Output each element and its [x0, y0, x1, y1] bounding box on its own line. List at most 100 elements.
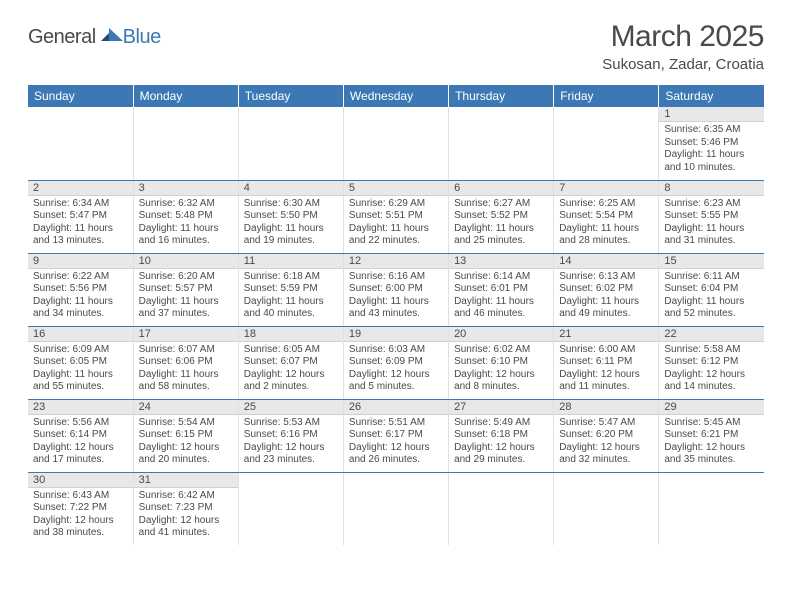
day-line: Sunset: 7:23 PM — [139, 502, 233, 515]
day-line: Daylight: 11 hours — [454, 296, 548, 309]
day-line: Sunrise: 6:32 AM — [139, 198, 233, 211]
calendar-day-cell: 3Sunrise: 6:32 AMSunset: 5:48 PMDaylight… — [133, 180, 238, 253]
day-line: Sunrise: 6:30 AM — [244, 198, 338, 211]
day-number: 28 — [554, 400, 658, 415]
title-block: March 2025 Sukosan, Zadar, Croatia — [602, 20, 764, 73]
calendar-table: SundayMondayTuesdayWednesdayThursdayFrid… — [28, 85, 764, 545]
calendar-day-cell: 31Sunrise: 6:42 AMSunset: 7:23 PMDayligh… — [133, 472, 238, 545]
day-line: Daylight: 12 hours — [33, 442, 128, 455]
day-body: Sunrise: 6:14 AMSunset: 6:01 PMDaylight:… — [449, 269, 553, 324]
weekday-header: Friday — [554, 85, 659, 107]
calendar-day-cell — [238, 107, 343, 180]
day-body: Sunrise: 6:03 AMSunset: 6:09 PMDaylight:… — [344, 342, 448, 397]
day-line: Sunrise: 6:34 AM — [33, 198, 128, 211]
day-line: Sunset: 5:57 PM — [139, 283, 233, 296]
day-line: Sunset: 5:52 PM — [454, 210, 548, 223]
calendar-day-cell: 29Sunrise: 5:45 AMSunset: 6:21 PMDayligh… — [659, 399, 764, 472]
day-line: Daylight: 11 hours — [244, 223, 338, 236]
day-number: 1 — [659, 107, 764, 122]
logo-mark-icon — [101, 25, 123, 46]
day-line: Daylight: 11 hours — [349, 223, 443, 236]
day-line: Sunset: 6:20 PM — [559, 429, 653, 442]
day-line: Daylight: 12 hours — [664, 369, 759, 382]
day-line: Sunrise: 5:45 AM — [664, 417, 759, 430]
day-line: Sunrise: 6:43 AM — [33, 490, 128, 503]
day-line: Sunrise: 5:51 AM — [349, 417, 443, 430]
day-line: Daylight: 11 hours — [349, 296, 443, 309]
calendar-day-cell: 26Sunrise: 5:51 AMSunset: 6:17 PMDayligh… — [343, 399, 448, 472]
day-line: Sunrise: 6:00 AM — [559, 344, 653, 357]
calendar-week-row: 16Sunrise: 6:09 AMSunset: 6:05 PMDayligh… — [28, 326, 764, 399]
day-line: Sunset: 6:05 PM — [33, 356, 128, 369]
day-body: Sunrise: 6:09 AMSunset: 6:05 PMDaylight:… — [28, 342, 133, 397]
day-line: Daylight: 12 hours — [559, 442, 653, 455]
day-line: and 16 minutes. — [139, 235, 233, 248]
day-line: Sunrise: 6:07 AM — [139, 344, 233, 357]
day-line: Sunrise: 6:03 AM — [349, 344, 443, 357]
day-line: Sunset: 6:04 PM — [664, 283, 759, 296]
calendar-day-cell — [238, 472, 343, 545]
day-line: Daylight: 11 hours — [139, 369, 233, 382]
day-line: Sunset: 5:59 PM — [244, 283, 338, 296]
day-line: Daylight: 11 hours — [559, 223, 653, 236]
day-line: and 19 minutes. — [244, 235, 338, 248]
day-line: Daylight: 12 hours — [33, 515, 128, 528]
day-line: Daylight: 11 hours — [664, 223, 759, 236]
calendar-day-cell: 30Sunrise: 6:43 AMSunset: 7:22 PMDayligh… — [28, 472, 133, 545]
day-line: Sunset: 5:47 PM — [33, 210, 128, 223]
day-number: 29 — [659, 400, 764, 415]
day-body: Sunrise: 6:20 AMSunset: 5:57 PMDaylight:… — [134, 269, 238, 324]
day-number: 20 — [449, 327, 553, 342]
day-line: Daylight: 11 hours — [559, 296, 653, 309]
day-line: Sunset: 6:07 PM — [244, 356, 338, 369]
day-number: 18 — [239, 327, 343, 342]
day-number: 7 — [554, 181, 658, 196]
day-line: Sunset: 6:01 PM — [454, 283, 548, 296]
day-body: Sunrise: 6:02 AMSunset: 6:10 PMDaylight:… — [449, 342, 553, 397]
day-line: Sunrise: 6:14 AM — [454, 271, 548, 284]
day-body: Sunrise: 6:11 AMSunset: 6:04 PMDaylight:… — [659, 269, 764, 324]
day-line: Daylight: 11 hours — [33, 369, 128, 382]
day-line: Sunset: 6:17 PM — [349, 429, 443, 442]
day-number: 14 — [554, 254, 658, 269]
day-line: Sunset: 6:10 PM — [454, 356, 548, 369]
day-line: and 46 minutes. — [454, 308, 548, 321]
day-line: Sunrise: 6:16 AM — [349, 271, 443, 284]
day-line: and 52 minutes. — [664, 308, 759, 321]
day-body: Sunrise: 6:32 AMSunset: 5:48 PMDaylight:… — [134, 196, 238, 251]
day-line: Daylight: 11 hours — [139, 296, 233, 309]
calendar-day-cell: 19Sunrise: 6:03 AMSunset: 6:09 PMDayligh… — [343, 326, 448, 399]
day-line: and 2 minutes. — [244, 381, 338, 394]
day-line: Sunrise: 6:35 AM — [664, 124, 759, 137]
day-line: and 23 minutes. — [244, 454, 338, 467]
day-number: 6 — [449, 181, 553, 196]
day-line: Daylight: 12 hours — [244, 369, 338, 382]
calendar-day-cell: 17Sunrise: 6:07 AMSunset: 6:06 PMDayligh… — [133, 326, 238, 399]
day-line: Sunset: 6:14 PM — [33, 429, 128, 442]
day-number: 23 — [28, 400, 133, 415]
day-line: Sunset: 6:00 PM — [349, 283, 443, 296]
day-body: Sunrise: 6:07 AMSunset: 6:06 PMDaylight:… — [134, 342, 238, 397]
day-body: Sunrise: 5:45 AMSunset: 6:21 PMDaylight:… — [659, 415, 764, 470]
day-line: and 32 minutes. — [559, 454, 653, 467]
day-line: and 43 minutes. — [349, 308, 443, 321]
day-line: Sunset: 5:51 PM — [349, 210, 443, 223]
page-header: General Blue March 2025 Sukosan, Zadar, … — [28, 20, 764, 73]
day-line: Daylight: 12 hours — [139, 442, 233, 455]
day-line: and 34 minutes. — [33, 308, 128, 321]
day-line: and 26 minutes. — [349, 454, 443, 467]
day-line: and 35 minutes. — [664, 454, 759, 467]
calendar-week-row: 9Sunrise: 6:22 AMSunset: 5:56 PMDaylight… — [28, 253, 764, 326]
logo-text-blue: Blue — [123, 26, 161, 49]
day-line: Sunset: 6:12 PM — [664, 356, 759, 369]
day-line: Sunrise: 6:02 AM — [454, 344, 548, 357]
day-line: Daylight: 11 hours — [454, 223, 548, 236]
day-body: Sunrise: 6:13 AMSunset: 6:02 PMDaylight:… — [554, 269, 658, 324]
day-line: Daylight: 11 hours — [33, 223, 128, 236]
calendar-day-cell — [659, 472, 764, 545]
day-body: Sunrise: 5:54 AMSunset: 6:15 PMDaylight:… — [134, 415, 238, 470]
day-line: Sunrise: 6:27 AM — [454, 198, 548, 211]
calendar-day-cell: 20Sunrise: 6:02 AMSunset: 6:10 PMDayligh… — [449, 326, 554, 399]
weekday-header: Saturday — [659, 85, 764, 107]
day-number: 5 — [344, 181, 448, 196]
